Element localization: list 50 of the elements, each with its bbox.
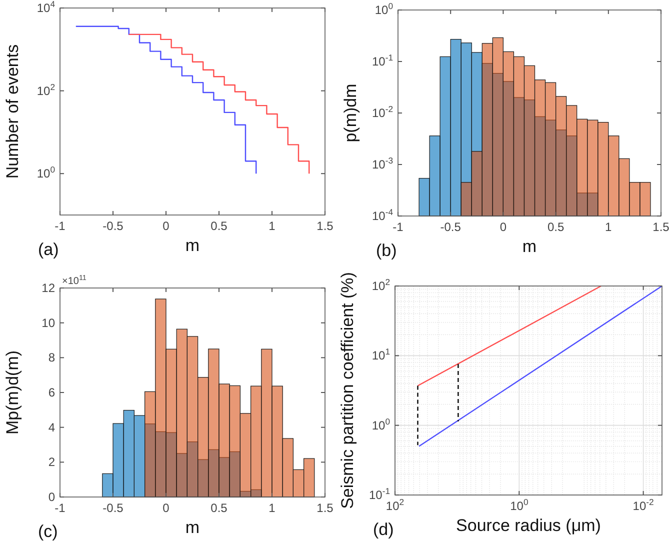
- text: (c): [38, 522, 58, 541]
- x-tick-label: -0.5: [102, 501, 124, 515]
- x-tick-label: 0.5: [210, 219, 228, 233]
- y-tick-label: 10$^{-2}$: [372, 104, 394, 120]
- y-tick-label: 10$^{-1}$: [372, 52, 394, 68]
- x-tick-label: -1: [54, 219, 66, 233]
- y-tick-label: 10$^{2}$: [36, 82, 56, 98]
- x-axis-title: m: [185, 236, 200, 255]
- x-tick-label: -0.5: [102, 219, 124, 233]
- x-tick-label: 10$^{-2}$: [632, 497, 654, 513]
- y-tick-label: 10$^{2}$: [372, 277, 390, 293]
- y-tick-label: 10$^{1}$: [372, 346, 390, 363]
- x-axis-title: m: [522, 237, 537, 256]
- x-tick-label: -1: [54, 501, 66, 515]
- x-axis-title: m: [185, 518, 200, 537]
- y-tick-label: 10$^{4}$: [36, 0, 56, 15]
- y-tick-label: 12: [42, 281, 56, 295]
- x-tick-label: 1.5: [316, 219, 334, 233]
- x-tick-label: 10$^{0}$: [510, 497, 528, 513]
- y-tick-label: 10$^{0}$: [372, 416, 390, 432]
- y-tick-label: 10$^{-3}$: [372, 156, 394, 172]
- x-tick-label: 1: [605, 220, 612, 234]
- x-tick-label: 0.5: [210, 501, 228, 515]
- y-tick-label: 10$^{0}$: [374, 1, 394, 17]
- y-axis-title: p(m)dm: [341, 84, 360, 142]
- y-axis-title: Mp(m)d(m): [3, 350, 22, 435]
- x-tick-label: -0.5: [440, 220, 462, 234]
- y-tick-label: 2: [48, 455, 56, 470]
- y-tick-label: 4: [48, 420, 56, 434]
- y-tick-label: 6: [48, 386, 56, 400]
- y-tick-label: 8: [48, 350, 56, 365]
- x-tick-label: 1: [268, 219, 276, 233]
- x-tick-label: 1.5: [652, 220, 669, 234]
- y-tick-label: 10$^{0}$: [36, 164, 56, 181]
- x-tick-label: 0: [162, 219, 170, 233]
- y-axis-title: Seismic partition coefficient (%): [338, 272, 357, 509]
- y-axis-title: Number of events: [3, 44, 22, 179]
- x-axis-title: Source radius (μm): [456, 516, 601, 535]
- y-tick-label: 10: [42, 316, 56, 330]
- x-tick-label: -1: [392, 220, 404, 234]
- text: ×10$^{11}$: [62, 272, 86, 287]
- text: (a): [38, 240, 59, 259]
- x-tick-label: 1.5: [316, 501, 334, 515]
- x-tick-label: 0.5: [547, 220, 564, 234]
- x-tick-label: 0: [162, 501, 170, 515]
- x-tick-label: 0: [500, 220, 507, 234]
- x-tick-label: 1: [268, 501, 276, 515]
- text: (b): [376, 241, 397, 260]
- text: (d): [373, 520, 394, 539]
- y-tick-label: 10$^{-4}$: [372, 207, 394, 223]
